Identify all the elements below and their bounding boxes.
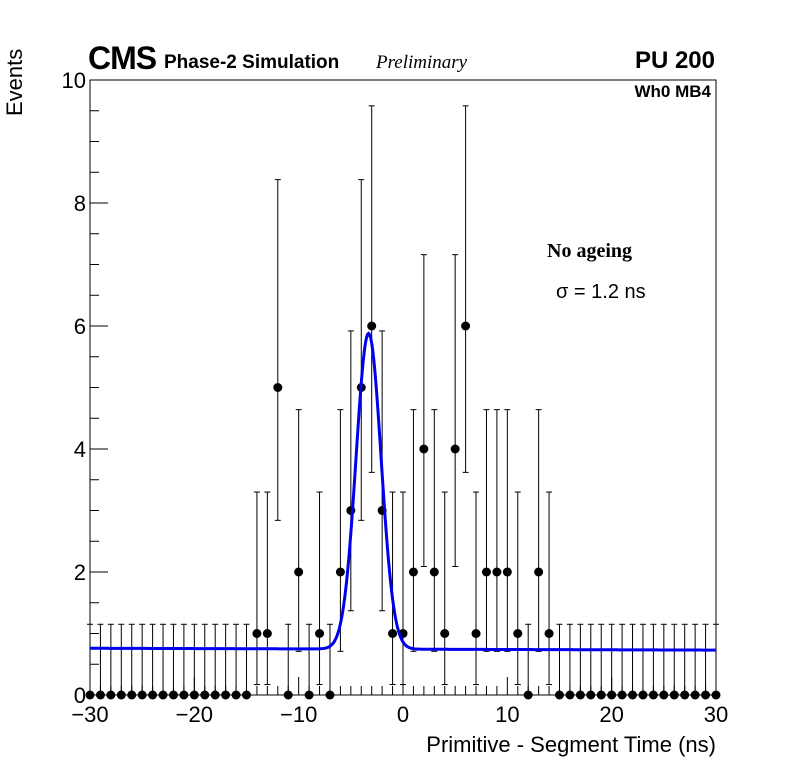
data-point	[523, 690, 533, 700]
data-point	[450, 444, 460, 454]
error-bars	[87, 105, 719, 695]
data-point	[596, 690, 606, 700]
x-tick-label: −30	[71, 702, 108, 727]
data-point	[492, 567, 502, 577]
data-point	[127, 690, 137, 700]
data-point	[680, 690, 690, 700]
data-point	[335, 567, 345, 577]
station-label: Wh0 MB4	[634, 82, 712, 101]
data-point	[565, 690, 575, 700]
data-point	[555, 690, 564, 700]
data-point	[534, 567, 544, 577]
data-point	[137, 690, 147, 700]
x-tick-label: 10	[495, 702, 519, 727]
data-point	[544, 629, 554, 638]
data-point	[628, 690, 638, 700]
condition-label: No ageing	[547, 240, 632, 262]
data-point	[481, 567, 491, 577]
y-axis-tick-labels: 0 2 4 6 8 10	[62, 68, 86, 708]
experiment-label: CMS	[88, 40, 157, 76]
data-point	[262, 629, 272, 638]
x-tick-label: 0	[397, 702, 409, 727]
y-axis-title: Events	[2, 48, 27, 116]
data-point	[471, 629, 481, 638]
data-point	[242, 690, 251, 700]
y-axis-ticks	[90, 79, 108, 696]
data-point	[575, 690, 585, 700]
data-point	[408, 567, 418, 577]
data-point	[669, 690, 679, 700]
data-point	[189, 690, 199, 700]
data-point	[179, 690, 189, 700]
data-point	[95, 690, 105, 700]
x-tick-label: −20	[176, 702, 213, 727]
pileup-label: PU 200	[634, 47, 715, 74]
y-tick-label: 0	[74, 683, 86, 708]
data-point	[304, 690, 314, 700]
data-point	[116, 690, 126, 700]
x-axis-tick-labels: −30 −20 −10 0 10 20 30	[71, 702, 728, 727]
data-point	[461, 321, 471, 331]
data-point	[252, 629, 262, 638]
data-point	[200, 690, 210, 700]
data-point	[168, 690, 178, 700]
data-point	[586, 690, 596, 700]
data-point	[701, 690, 711, 700]
data-point	[106, 690, 116, 700]
data-point	[513, 629, 523, 638]
data-point	[325, 690, 335, 700]
y-tick-label: 6	[74, 314, 86, 339]
data-point	[648, 690, 658, 700]
x-tick-label: 20	[599, 702, 623, 727]
fit-curve	[90, 331, 717, 652]
data-point	[638, 690, 648, 700]
sigma-label: σ = 1.2 ns	[556, 281, 646, 303]
data-point	[502, 567, 512, 577]
data-point	[617, 690, 627, 700]
data-point	[210, 690, 220, 700]
data-point	[690, 690, 700, 700]
data-point	[294, 567, 304, 577]
data-point	[659, 690, 669, 700]
x-tick-label: 30	[704, 702, 728, 727]
simulation-label: Phase-2 Simulation	[164, 52, 340, 73]
data-point	[315, 629, 325, 638]
data-point	[273, 383, 283, 392]
y-tick-label: 8	[74, 191, 86, 216]
x-axis-title: Primitive - Segment Time (ns)	[426, 732, 716, 757]
data-point	[429, 567, 439, 577]
x-tick-label: −10	[280, 702, 317, 727]
data-point	[148, 690, 158, 700]
y-tick-label: 2	[74, 560, 86, 585]
data-point	[388, 629, 398, 638]
data-point	[367, 321, 377, 331]
data-point	[221, 690, 231, 700]
data-point	[231, 690, 241, 700]
data-point	[440, 629, 450, 638]
y-tick-label: 10	[62, 68, 86, 93]
data-point	[283, 690, 293, 700]
status-label: Preliminary	[376, 52, 468, 73]
data-point	[158, 690, 168, 700]
data-point	[607, 690, 617, 700]
data-point	[419, 444, 429, 454]
data-point	[85, 690, 95, 700]
y-tick-label: 4	[74, 437, 86, 462]
data-point	[711, 690, 721, 700]
